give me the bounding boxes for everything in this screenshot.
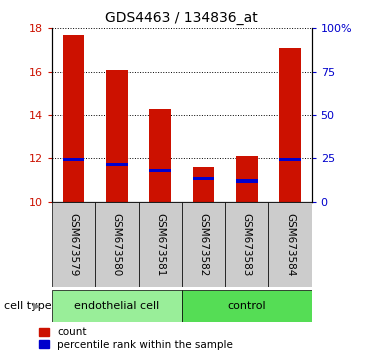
Bar [52, 290, 182, 322]
Bar [279, 48, 301, 202]
Bar [95, 202, 138, 287]
Bar [150, 169, 171, 172]
Text: control: control [227, 301, 266, 311]
Bar [279, 159, 301, 161]
Bar [193, 167, 214, 202]
Bar [182, 202, 225, 287]
Text: cell type: cell type [4, 301, 51, 311]
Bar [193, 177, 214, 180]
Bar [236, 179, 257, 183]
Bar [150, 109, 171, 202]
Text: GSM673580: GSM673580 [112, 213, 122, 276]
Bar [182, 290, 312, 322]
Title: GDS4463 / 134836_at: GDS4463 / 134836_at [105, 11, 258, 24]
Text: ▶: ▶ [33, 301, 40, 311]
Bar [63, 35, 85, 202]
Bar [52, 202, 95, 287]
Bar [268, 202, 312, 287]
Bar [106, 69, 128, 202]
Text: GSM673581: GSM673581 [155, 212, 165, 276]
Text: GSM673584: GSM673584 [285, 212, 295, 276]
Text: GSM673583: GSM673583 [242, 212, 252, 276]
Bar [63, 159, 85, 161]
Bar [106, 163, 128, 166]
Text: GSM673579: GSM673579 [69, 212, 79, 276]
Text: endothelial cell: endothelial cell [74, 301, 160, 311]
Bar [138, 202, 182, 287]
Legend: count, percentile rank within the sample: count, percentile rank within the sample [39, 327, 233, 350]
Bar [225, 202, 268, 287]
Bar [236, 156, 257, 202]
Text: GSM673582: GSM673582 [198, 212, 209, 276]
